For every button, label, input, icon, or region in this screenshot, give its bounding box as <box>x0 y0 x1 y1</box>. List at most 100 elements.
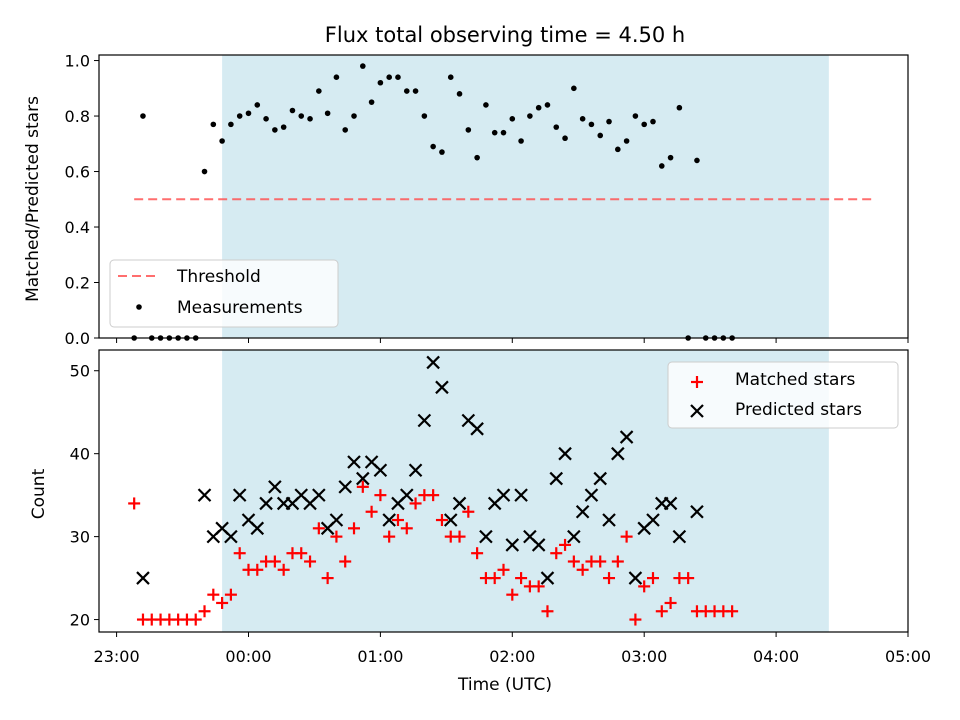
measurement-point <box>658 163 665 169</box>
predicted-star-marker <box>338 480 352 494</box>
legend-predicted-swatch <box>690 404 704 418</box>
measurement-point <box>210 121 217 128</box>
predicted-star-marker <box>540 571 555 585</box>
count-ytick-label: 20 <box>70 611 90 630</box>
measurement-point <box>316 88 322 94</box>
ratio-panel-frame <box>98 54 909 339</box>
matched-star-marker <box>391 514 404 527</box>
matched-star-marker <box>471 547 484 560</box>
matched-star-marker <box>207 588 220 601</box>
legend-measurements-swatch <box>136 304 142 310</box>
measurement-point <box>377 79 384 86</box>
measurement-point <box>289 107 296 114</box>
measurement-point <box>263 116 269 122</box>
count-legend: Matched stars Predicted stars <box>667 361 899 429</box>
matched-star-marker <box>383 530 396 543</box>
predicted-star-marker <box>329 513 344 527</box>
xtick-label: 04:00 <box>753 647 799 666</box>
matched-star-marker <box>532 580 545 593</box>
xtick-label: 02:00 <box>489 647 535 666</box>
measurement-point <box>307 116 313 122</box>
predicted-star-marker <box>224 529 238 544</box>
ratio-ytick-label: 0.2 <box>65 274 90 293</box>
predicted-star-marker <box>382 513 396 527</box>
matched-star-marker <box>559 538 572 551</box>
measurement-point <box>650 118 656 125</box>
matched-star-marker <box>726 605 739 618</box>
measurement-point <box>140 113 146 119</box>
matched-star-marker <box>339 555 352 568</box>
measurement-point <box>694 157 700 164</box>
predicted-star-marker <box>549 471 564 486</box>
matched-star-marker <box>400 522 413 535</box>
predicted-star-marker <box>435 380 449 395</box>
predicted-star-marker <box>408 463 423 478</box>
measurement-point <box>201 168 208 175</box>
measurement-point <box>439 149 445 155</box>
count-ytick-label: 40 <box>70 445 90 464</box>
measurement-point <box>518 138 524 144</box>
matched-star-marker <box>567 555 580 568</box>
predicted-star-marker <box>558 446 572 461</box>
predicted-star-marker <box>197 488 212 502</box>
xtick-label: 03:00 <box>621 647 667 666</box>
matched-star-marker <box>541 605 554 618</box>
measurement-point <box>403 88 410 94</box>
measurement-point <box>553 124 560 130</box>
measurement-point <box>676 104 683 111</box>
measurement-point <box>544 102 551 108</box>
predicted-star-marker <box>619 430 634 444</box>
measurement-point <box>615 146 621 153</box>
matched-star-marker <box>365 505 378 518</box>
predicted-star-marker <box>593 471 608 486</box>
measurement-point <box>456 91 463 97</box>
matched-star-marker <box>646 572 659 585</box>
count-panel-frame <box>98 349 909 633</box>
ratio-ytick-label: 0.6 <box>65 163 90 182</box>
measurement-point <box>606 118 612 125</box>
matched-star-marker <box>435 514 448 527</box>
matched-star-marker <box>224 588 237 601</box>
measurement-point <box>571 85 577 92</box>
matched-star-marker <box>576 563 589 576</box>
measurement-point <box>236 113 243 119</box>
legend-matched-label: Matched stars <box>735 370 855 390</box>
matched-star-marker <box>488 572 501 585</box>
matched-star-marker <box>453 530 466 543</box>
matched-star-marker <box>611 555 624 568</box>
chart-title: Flux total observing time = 4.50 h <box>325 23 685 47</box>
measurement-point <box>579 116 586 122</box>
measurement-point <box>623 138 630 144</box>
matched-star-marker <box>128 497 141 510</box>
measurement-point <box>509 116 516 122</box>
count-panel-ylabel: Count <box>29 468 49 519</box>
measurement-point <box>447 74 454 80</box>
matched-star-marker <box>268 555 281 568</box>
matched-star-marker <box>506 588 519 601</box>
matched-star-marker <box>594 555 607 568</box>
xtick-label: 05:00 <box>885 647 931 666</box>
measurement-point <box>351 113 357 119</box>
matched-star-marker <box>497 563 510 576</box>
measurement-point <box>500 129 507 136</box>
measurement-point <box>632 113 639 119</box>
predicted-star-marker <box>268 480 282 494</box>
predicted-star-marker <box>426 355 440 370</box>
xtick-label: 00:00 <box>225 647 271 666</box>
predicted-star-marker <box>356 471 370 486</box>
count-ytick-label: 50 <box>70 362 90 381</box>
matched-star-marker <box>515 572 528 585</box>
legend-predicted-label: Predicted stars <box>735 400 862 420</box>
matched-star-marker <box>321 572 334 585</box>
legend-matched-swatch <box>691 376 703 388</box>
predicted-star-marker <box>496 488 511 502</box>
measurement-point <box>641 121 647 128</box>
predicted-star-marker <box>443 513 458 527</box>
matched-star-marker <box>198 605 211 618</box>
matched-star-marker <box>603 572 616 585</box>
measurement-point <box>667 154 674 161</box>
measurement-point <box>228 121 234 128</box>
measurement-point <box>272 127 278 133</box>
ratio-ytick-label: 0.8 <box>65 107 90 126</box>
measurement-point <box>588 121 595 128</box>
